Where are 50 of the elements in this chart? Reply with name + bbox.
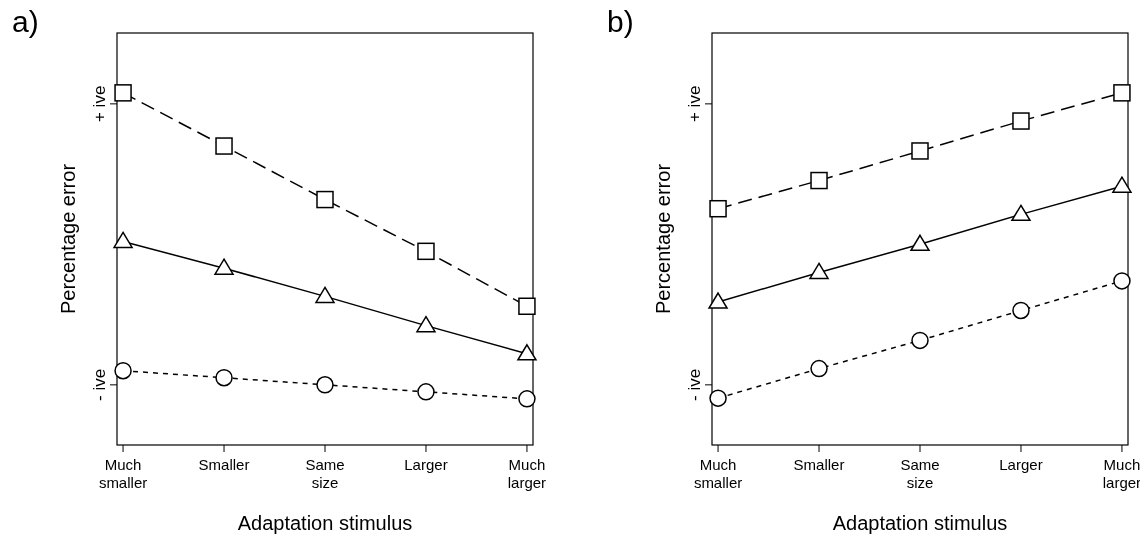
x-tick-label: Smaller <box>198 456 250 473</box>
point <box>316 190 334 209</box>
point <box>709 199 727 218</box>
text: + ive <box>685 85 704 123</box>
point <box>114 84 132 102</box>
x-tick-label: Same size <box>305 456 345 491</box>
point <box>416 315 436 333</box>
point <box>215 137 233 155</box>
chart-title: b) <box>607 5 634 38</box>
point <box>709 389 727 407</box>
point <box>1113 84 1131 102</box>
x-tick-label: Much larger <box>507 456 547 491</box>
point <box>114 361 132 380</box>
point <box>911 331 929 350</box>
point <box>708 292 728 309</box>
chart-title: a) <box>12 5 39 38</box>
text: - ive <box>685 368 704 401</box>
point <box>1012 301 1030 320</box>
x-tick-label: Smaller <box>793 456 845 473</box>
x-axis-title: Adaptation stimulus <box>237 512 413 534</box>
point <box>1112 176 1132 193</box>
point <box>810 171 828 190</box>
point <box>316 376 334 394</box>
point <box>113 231 133 249</box>
x-tick-label: Much smaller <box>693 456 743 491</box>
x-axis-title: Adaptation stimulus <box>832 512 1008 534</box>
text: - ive <box>90 368 109 401</box>
point <box>910 234 930 252</box>
point <box>214 258 234 275</box>
y-axis-title: Percentage error <box>57 163 79 315</box>
point <box>911 142 929 160</box>
point <box>518 390 536 408</box>
point <box>215 368 233 387</box>
point <box>1011 204 1031 222</box>
point <box>810 359 828 378</box>
point <box>315 286 335 304</box>
x-tick-label: Larger <box>404 456 448 473</box>
x-tick-label: Much larger <box>1102 456 1140 491</box>
point <box>517 344 537 361</box>
x-tick-label: Much smaller <box>98 456 148 491</box>
x-tick-label: Same size <box>900 456 940 491</box>
point <box>1113 272 1131 290</box>
y-axis-title: Percentage error <box>652 163 674 315</box>
point <box>809 262 829 280</box>
point <box>518 297 536 316</box>
point <box>1012 112 1030 130</box>
point <box>417 242 435 261</box>
point <box>417 383 435 401</box>
x-tick-label: Larger <box>999 456 1043 473</box>
text: + ive <box>90 85 109 123</box>
